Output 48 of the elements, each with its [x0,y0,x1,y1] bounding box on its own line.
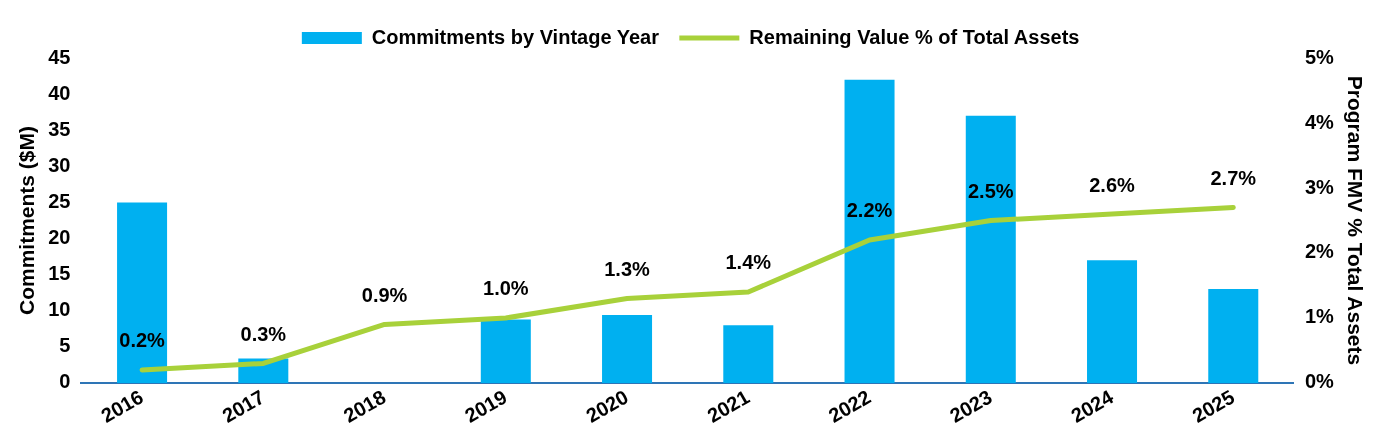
x-tick-label: 2021 [703,385,754,427]
bar [723,325,774,383]
bar [1087,260,1138,383]
x-tick-label: 2025 [1188,385,1239,427]
y-tick-label: 45 [48,45,71,68]
x-tick-label: 2017 [218,385,269,427]
data-label: 1.0% [483,277,529,300]
y2-tick-label: 2% [1304,240,1335,263]
bar [480,319,531,383]
y2-axis-title: Program FMV % Total Assets [1343,75,1367,366]
x-tick-label: 2023 [946,385,996,427]
y-tick-label: 30 [48,153,71,176]
legend-label: Remaining Value % of Total Assets [749,25,1080,48]
y-tick-label: 5 [59,334,71,357]
y-tick-label: 40 [48,81,71,104]
x-tick-label: 2022 [824,385,875,427]
y2-tick-label: 3% [1304,175,1335,198]
data-label: 2.5% [967,180,1014,202]
x-tick-label: 2019 [461,385,511,427]
y2-tick-label: 0% [1304,370,1335,393]
data-label: 2.7% [1210,167,1257,189]
bar [965,115,1016,383]
y-axis-title: Commitments ($M) [15,125,39,315]
y2-tick-label: 1% [1304,305,1335,328]
data-label: 1.3% [604,257,651,280]
data-label: 2.6% [1089,173,1136,196]
data-label: 0.3% [240,322,287,345]
y-tick-label: 35 [48,117,71,140]
x-tick-label: 2020 [582,385,632,427]
y-tick-label: 25 [48,189,71,212]
y-tick-label: 0 [59,370,71,393]
bar [117,202,168,383]
x-tick-label: 2016 [97,385,147,427]
data-label: 0.2% [119,329,166,352]
y-tick-label: 15 [48,262,71,285]
legend-label: Commitments by Vintage Year [371,25,660,48]
x-tick-label: 2024 [1067,385,1117,427]
y-tick-label: 10 [48,298,71,321]
y-tick-label: 20 [48,226,71,249]
bar [1208,289,1259,383]
x-tick-label: 2018 [339,385,390,427]
data-label: 0.9% [361,283,408,306]
data-label: 1.4% [725,251,772,274]
data-label: 2.2% [846,199,893,222]
y2-tick-label: 5% [1304,45,1335,68]
bar [844,79,895,383]
y2-tick-label: 4% [1304,110,1335,133]
bar [602,315,653,383]
